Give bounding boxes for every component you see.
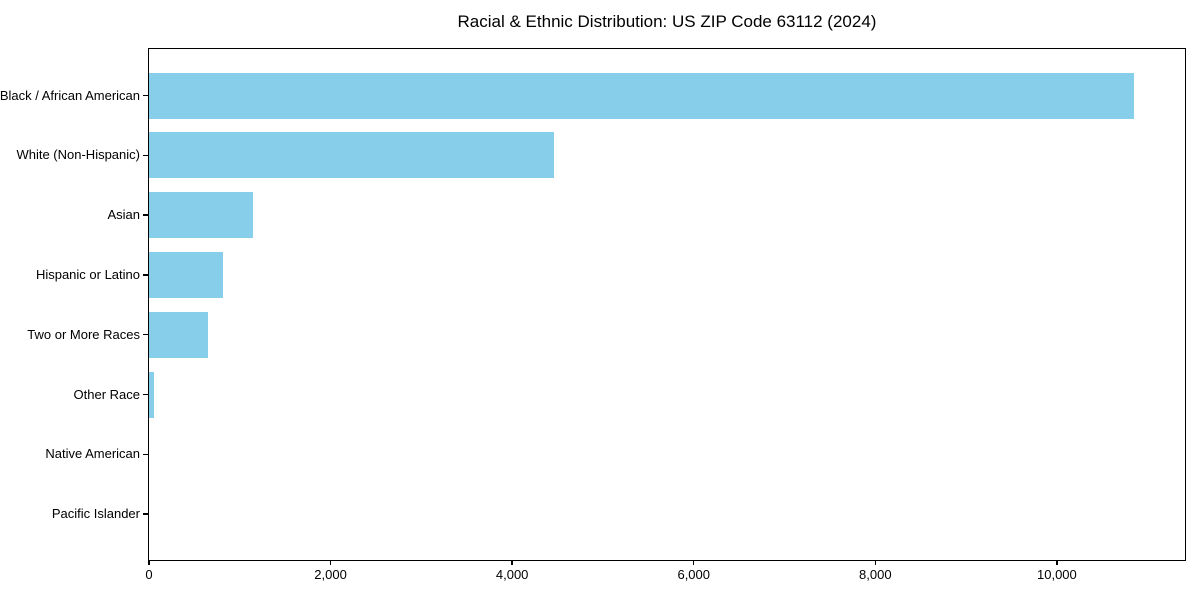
plot-area: Black / African American White (Non-Hispa… [0,48,1186,582]
y-axis-tick-mark [142,154,148,157]
y-axis-tick-mark [142,274,148,276]
bar [149,132,554,179]
x-axis-tick-label: 0 [145,567,153,582]
x-axis-tick-label: 8,000 [859,567,892,582]
x-axis-tick-mark [692,560,695,565]
x-axis-tick-label: 6,000 [677,567,711,582]
x-axis-tick-mark [874,560,877,565]
x-axis-tick-label: 2,000 [314,567,347,582]
y-axis-tick-mark [142,214,148,216]
x-axis-tick-mark [329,560,332,565]
bar [149,371,154,418]
y-axis-label: Hispanic or Latino [35,266,140,282]
y-axis-tick-mark [142,393,148,396]
bar [149,72,1135,119]
x-axis-tick-mark [148,560,150,565]
y-axis-label: Pacific Islander [51,506,140,522]
x-axis-tick-mark [1056,560,1058,565]
x-axis-tick-mark [511,560,513,565]
y-axis-label: Black / African American [0,87,140,103]
bar [149,192,254,239]
y-axis-label: Asian [107,207,140,223]
y-axis-label: White (Non-Hispanic) [16,147,140,163]
y-axis-tick-mark [142,513,148,515]
y-axis-tick-mark [142,94,148,97]
y-axis-label: Native American [45,446,140,462]
bar [149,251,223,298]
y-axis-tick-mark [142,453,148,456]
bar [149,311,208,358]
x-axis-tick-label: 4,000 [495,567,529,582]
y-axis-tick-mark [142,333,148,336]
y-axis-label: Other Race [73,386,140,402]
chart-title: Racial & Ethnic Distribution: US ZIP Cod… [457,12,877,31]
x-axis-tick-label: 10,000 [1037,567,1077,582]
y-axis-label: Two or More Races [27,326,140,342]
